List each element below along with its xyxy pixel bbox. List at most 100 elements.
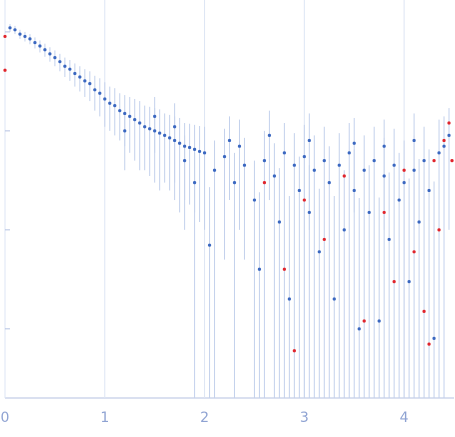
x-tick-label: 3 xyxy=(300,410,309,426)
point xyxy=(367,210,371,215)
point xyxy=(3,68,7,72)
point xyxy=(187,145,192,150)
point xyxy=(33,40,37,45)
point xyxy=(327,181,331,185)
point xyxy=(153,114,157,119)
point xyxy=(387,237,391,242)
point xyxy=(252,198,257,202)
point xyxy=(392,279,396,284)
point xyxy=(447,121,451,125)
point xyxy=(422,159,426,163)
point xyxy=(123,129,127,133)
point xyxy=(98,91,102,95)
point xyxy=(292,163,296,167)
point xyxy=(202,151,207,155)
point xyxy=(23,34,27,39)
x-tick-label: 4 xyxy=(400,410,409,426)
x-tick-label: 2 xyxy=(200,410,209,426)
point xyxy=(322,159,326,163)
point xyxy=(48,52,52,56)
x-tick-label: 0 xyxy=(1,410,10,426)
point xyxy=(432,336,436,341)
point xyxy=(257,267,262,271)
point xyxy=(352,141,356,145)
point xyxy=(317,250,321,254)
point xyxy=(83,79,87,83)
point xyxy=(402,168,406,172)
point xyxy=(322,237,326,242)
point xyxy=(312,168,316,172)
point xyxy=(148,127,152,131)
point xyxy=(68,67,72,71)
point xyxy=(442,138,446,143)
point xyxy=(163,133,167,137)
point xyxy=(153,129,157,133)
point xyxy=(168,136,172,140)
point xyxy=(73,71,77,76)
point xyxy=(58,60,62,64)
point xyxy=(192,181,197,185)
point xyxy=(427,188,431,193)
point xyxy=(382,144,386,148)
point xyxy=(412,250,416,254)
point xyxy=(267,133,272,137)
point xyxy=(382,210,386,215)
point xyxy=(262,159,267,163)
point xyxy=(8,26,12,30)
point xyxy=(412,138,416,143)
point xyxy=(412,168,416,172)
point xyxy=(342,228,346,232)
point xyxy=(143,125,147,129)
point xyxy=(133,117,137,122)
point xyxy=(287,297,291,301)
point xyxy=(128,114,132,119)
point xyxy=(307,210,311,215)
point xyxy=(302,154,306,159)
point xyxy=(332,297,336,301)
point xyxy=(282,267,286,271)
point xyxy=(292,349,296,353)
point xyxy=(212,168,217,172)
point xyxy=(437,228,441,232)
point xyxy=(38,44,42,48)
point xyxy=(173,125,177,129)
point xyxy=(93,88,97,92)
point xyxy=(138,121,142,125)
point xyxy=(207,243,212,247)
point xyxy=(183,159,187,163)
point xyxy=(307,138,311,143)
point xyxy=(297,188,301,193)
point xyxy=(192,147,197,151)
point xyxy=(422,309,426,313)
x-tick-label: 1 xyxy=(100,410,109,426)
point xyxy=(352,188,356,193)
point xyxy=(53,55,57,60)
point xyxy=(118,109,122,113)
point xyxy=(407,279,411,284)
point xyxy=(3,34,7,39)
point xyxy=(222,154,227,159)
point xyxy=(302,198,306,202)
point xyxy=(123,111,127,116)
point xyxy=(427,342,431,346)
point xyxy=(362,168,366,172)
point xyxy=(113,104,117,108)
point xyxy=(382,174,386,178)
point xyxy=(450,159,454,163)
point xyxy=(347,151,351,155)
point xyxy=(417,220,421,224)
point xyxy=(447,133,451,137)
point xyxy=(227,138,232,143)
point xyxy=(337,163,341,167)
point xyxy=(178,141,182,145)
point xyxy=(78,75,82,79)
point xyxy=(357,327,361,331)
point xyxy=(18,32,22,36)
point xyxy=(28,37,32,41)
point xyxy=(442,144,446,148)
point xyxy=(372,159,376,163)
point xyxy=(342,174,346,178)
point xyxy=(282,151,286,155)
point xyxy=(272,174,276,178)
